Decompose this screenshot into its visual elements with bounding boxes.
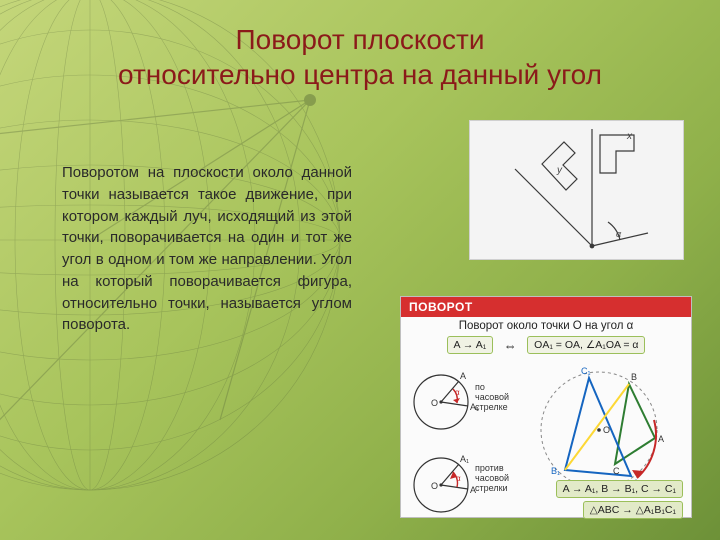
svg-text:α: α xyxy=(456,474,461,483)
title-line-2: относительно центра на данный угол xyxy=(118,59,602,90)
formula-row: A → A₁ ⇔ OA₁ = OA, ∠A₁OA = α xyxy=(401,334,691,358)
svg-text:O: O xyxy=(431,481,438,491)
slide-title: Поворот плоскости относительно центра на… xyxy=(0,22,720,92)
chip-map3: A → A₁, B → B₁, C → C₁ xyxy=(556,480,683,498)
figure-rotation-axes: y x α xyxy=(469,120,684,260)
left-circles-column: O A A₁ α по часовойстрелке O A xyxy=(401,358,519,523)
chip-mapping: A → A₁ xyxy=(447,336,494,354)
chip-condition: OA₁ = OA, ∠A₁OA = α xyxy=(527,336,645,354)
right-polygon-column: O A B C A₁ B₁ C₁ A → A₁, B → B₁, C → C₁ … xyxy=(519,358,691,523)
ccw-label: противчасовойстрелки xyxy=(475,463,509,493)
definition-paragraph: Поворотом на плоскости около данной точк… xyxy=(62,162,352,336)
svg-text:B: B xyxy=(631,372,637,382)
y-axis-label: y xyxy=(556,165,563,176)
svg-text:A: A xyxy=(460,371,466,381)
equiv-symbol: ⇔ xyxy=(504,338,517,353)
box-header: ПОВОРОТ xyxy=(401,297,691,317)
svg-text:A₁: A₁ xyxy=(460,454,469,464)
chip-triangle: △ABC → △A₁B₁C₁ xyxy=(583,501,683,519)
figure-rotation-box: ПОВОРОТ Поворот около точки O на угол α … xyxy=(400,296,692,518)
svg-text:C: C xyxy=(613,466,620,476)
svg-text:A: A xyxy=(658,434,664,444)
svg-text:B₁: B₁ xyxy=(551,466,560,476)
x-axis-label: x xyxy=(626,131,633,142)
cw-label: по часовойстрелке xyxy=(475,382,519,412)
svg-text:C₁: C₁ xyxy=(581,366,591,376)
alpha-label: α xyxy=(616,229,622,239)
svg-text:O: O xyxy=(431,398,438,408)
box-subtitle: Поворот около точки O на угол α xyxy=(401,317,691,334)
title-line-1: Поворот плоскости xyxy=(236,24,485,55)
svg-text:O: O xyxy=(603,425,610,435)
svg-text:α: α xyxy=(455,388,460,397)
